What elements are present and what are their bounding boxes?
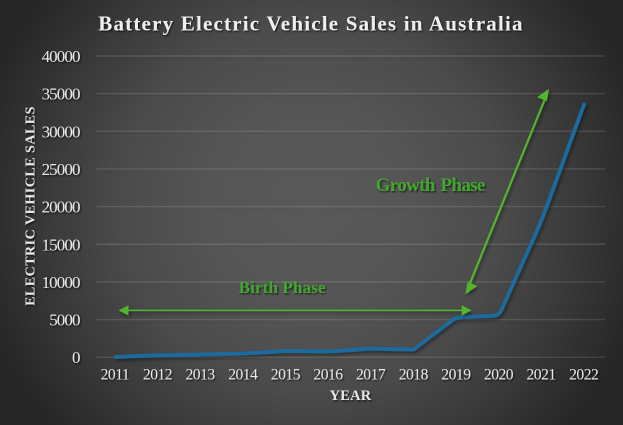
svg-text:20000: 20000 — [42, 198, 80, 217]
svg-text:2016: 2016 — [313, 366, 343, 383]
svg-text:Growth Phase: Growth Phase — [376, 175, 485, 196]
svg-text:30000: 30000 — [42, 122, 80, 141]
svg-text:5000: 5000 — [49, 311, 80, 330]
svg-text:2021: 2021 — [527, 366, 556, 383]
svg-text:0: 0 — [72, 348, 80, 367]
svg-text:Battery Electric Vehicle Sales: Battery Electric Vehicle Sales in Austra… — [98, 12, 523, 36]
svg-text:2015: 2015 — [271, 366, 301, 383]
svg-text:YEAR: YEAR — [330, 388, 372, 404]
svg-text:25000: 25000 — [42, 160, 80, 179]
svg-text:2014: 2014 — [228, 366, 258, 383]
svg-text:40000: 40000 — [42, 47, 80, 66]
svg-text:ELECTRIC VEHICLE SALES: ELECTRIC VEHICLE SALES — [24, 106, 39, 306]
svg-text:2017: 2017 — [356, 366, 386, 383]
svg-text:2020: 2020 — [484, 366, 514, 383]
svg-text:10000: 10000 — [42, 273, 80, 292]
svg-text:2018: 2018 — [399, 366, 429, 383]
svg-text:35000: 35000 — [42, 85, 80, 104]
svg-text:2022: 2022 — [569, 366, 598, 383]
svg-text:15000: 15000 — [42, 235, 80, 254]
svg-text:2011: 2011 — [101, 366, 130, 383]
svg-text:2012: 2012 — [143, 366, 172, 383]
svg-text:Birth Phase: Birth Phase — [239, 278, 326, 297]
svg-text:2019: 2019 — [441, 366, 471, 383]
svg-text:2013: 2013 — [186, 366, 216, 383]
